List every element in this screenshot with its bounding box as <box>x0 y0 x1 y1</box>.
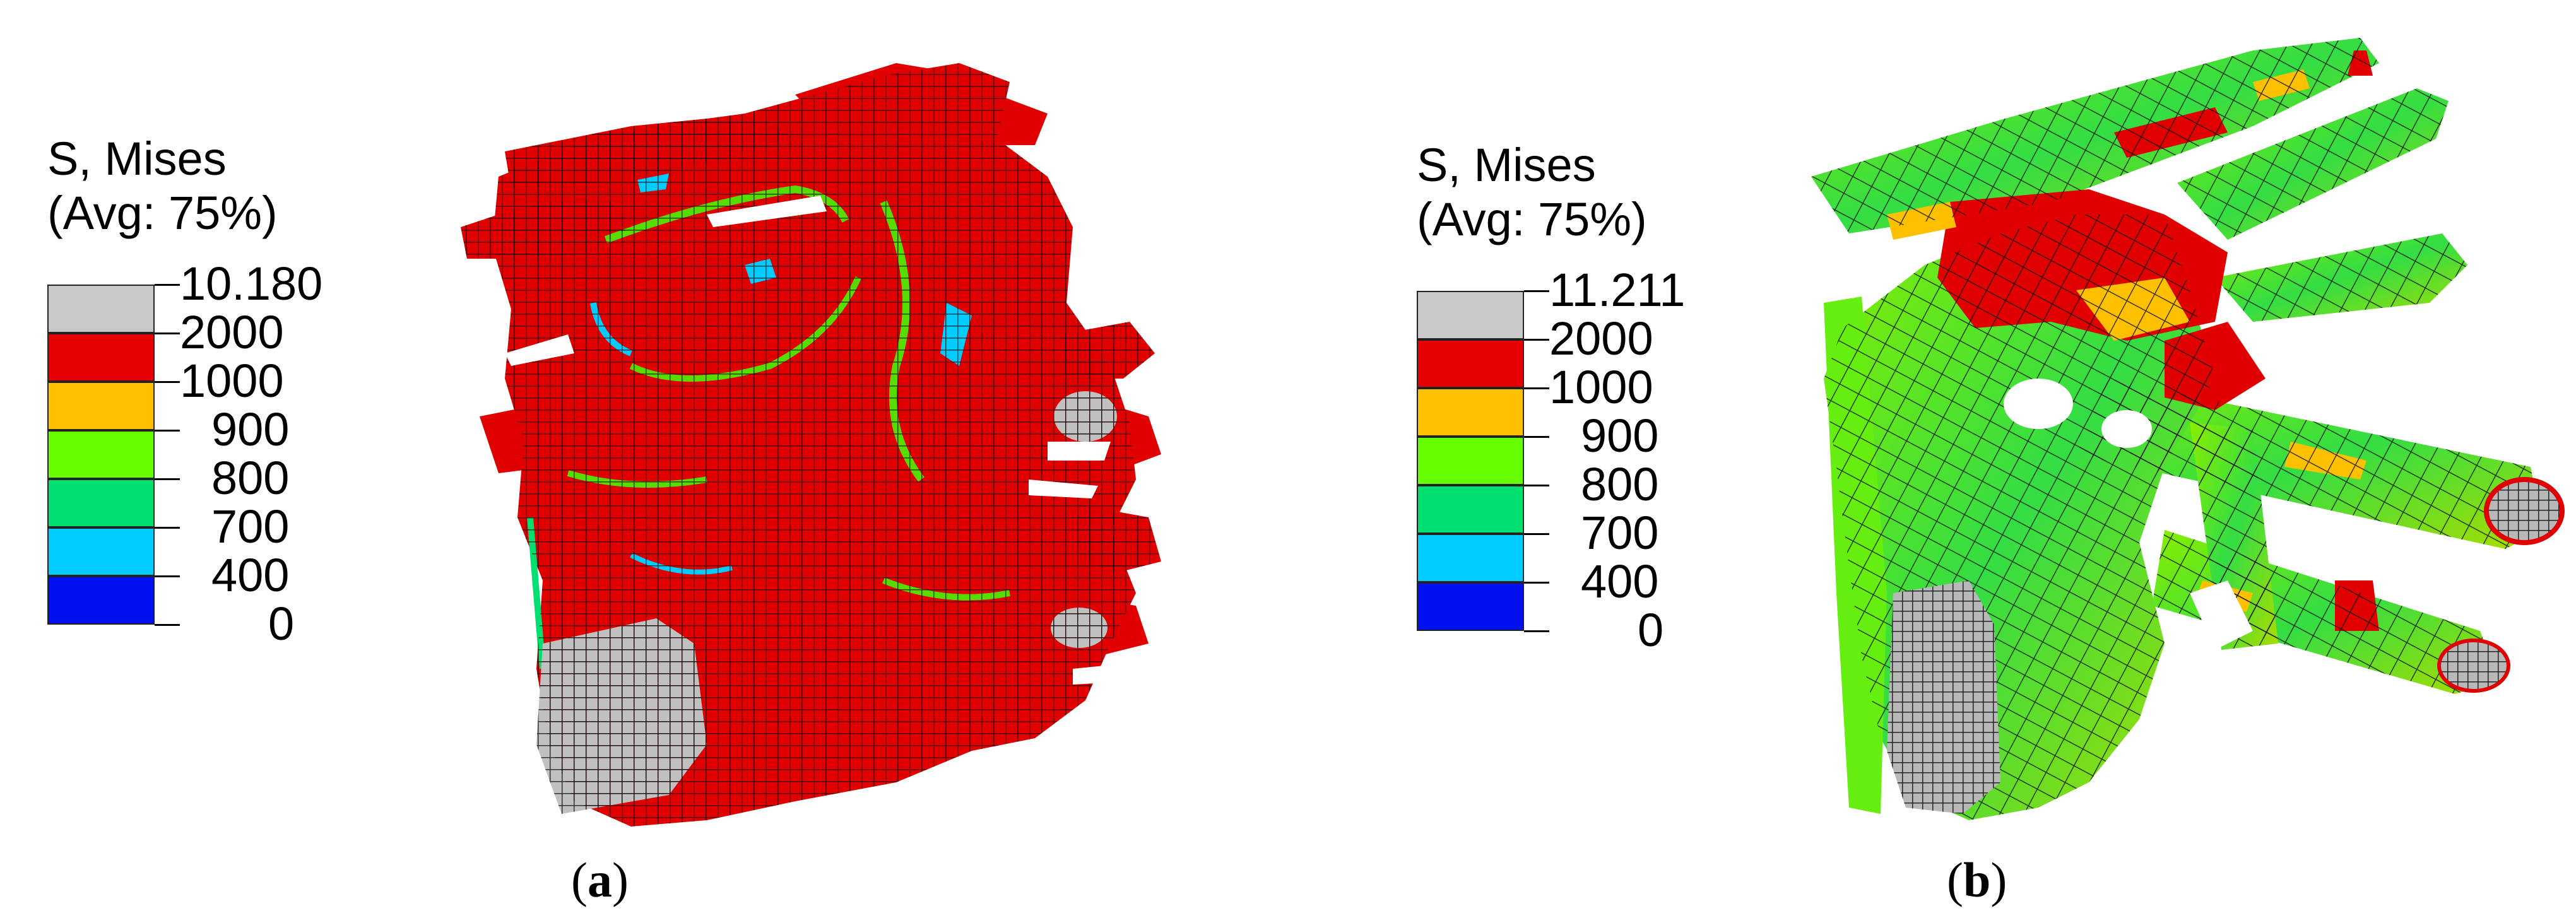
legend-b-swatch-5 <box>1417 534 1524 582</box>
legend-b-swatch-2 <box>1417 388 1524 437</box>
legend-a-tick-7 <box>155 624 180 626</box>
smooth-mesh-model <box>1811 38 2565 820</box>
voxel-mesh-model <box>461 63 1161 827</box>
legend-b-tick-6 <box>1524 582 1549 584</box>
legend-a-tick-0 <box>155 284 180 286</box>
legend-b-subtitle: (Avg: 75%) <box>1417 193 1647 245</box>
legend-b-title: S, Mises <box>1417 139 1596 191</box>
legend-b-value-5: 700 <box>1581 507 1659 559</box>
legend-a-tick-2 <box>155 381 180 383</box>
legend-a-value-0: 10.180 <box>180 257 323 310</box>
legend-b-tick-5 <box>1524 533 1549 535</box>
caption-b-letter: b <box>1963 852 1991 907</box>
legend-b-swatch-3 <box>1417 437 1524 485</box>
legend-a-value-5: 700 <box>211 500 290 553</box>
caption-b: (b) <box>1947 852 2007 907</box>
legend-a-tick-6 <box>155 575 180 577</box>
legend-a-swatch-4 <box>47 479 155 527</box>
caption-a: (a) <box>571 852 629 907</box>
legend-a-swatch-0 <box>47 285 155 333</box>
legend-a-tick-3 <box>155 430 180 432</box>
legend-b: S, Mises (Avg: 75%) 11.211 2000 1000 900… <box>1417 142 1745 659</box>
legend-b-tick-4 <box>1524 485 1549 486</box>
legend-b-value-4: 800 <box>1581 458 1659 510</box>
legend-a-swatch-5 <box>47 527 155 576</box>
legend-a-value-4: 800 <box>211 452 290 504</box>
legend-b-swatch-0 <box>1417 291 1524 339</box>
legend-b-tick-2 <box>1524 387 1549 389</box>
legend-b-value-3: 900 <box>1581 409 1659 462</box>
legend-a-value-6: 400 <box>211 549 290 601</box>
legend-a-value-1: 2000 <box>180 306 284 358</box>
legend-b-value-6: 400 <box>1581 555 1659 608</box>
legend-a-tick-5 <box>155 527 180 529</box>
legend-a-swatch-6 <box>47 576 155 625</box>
legend-b-value-7: 0 <box>1638 604 1664 656</box>
legend-a-value-7: 0 <box>268 597 295 650</box>
legend-a-swatch-2 <box>47 382 155 430</box>
legend-b-tick-0 <box>1524 290 1549 292</box>
legend-b-tick-3 <box>1524 436 1549 438</box>
legend-a-tick-1 <box>155 332 180 334</box>
legend-b-value-1: 2000 <box>1549 312 1653 365</box>
legend-b-tick-1 <box>1524 339 1549 341</box>
legend-a-value-2: 1000 <box>180 355 284 407</box>
legend-a-swatch-1 <box>47 333 155 382</box>
legend-b-swatch-1 <box>1417 339 1524 388</box>
legend-b-swatch-6 <box>1417 582 1524 631</box>
legend-a-subtitle: (Avg: 75%) <box>47 187 278 239</box>
legend-a-tick-4 <box>155 478 180 480</box>
legend-a-title: S, Mises <box>47 132 227 185</box>
legend-b-value-0: 11.211 <box>1549 264 1686 316</box>
legend-a-value-3: 900 <box>211 403 290 456</box>
legend-b-swatch-4 <box>1417 485 1524 534</box>
legend-a-swatch-3 <box>47 430 155 479</box>
legend-b-tick-7 <box>1524 630 1549 632</box>
caption-a-letter: a <box>587 852 612 907</box>
legend-b-value-2: 1000 <box>1549 361 1653 413</box>
legend-a: S, Mises (Avg: 75%) 10.180 2000 1000 900… <box>47 136 375 653</box>
